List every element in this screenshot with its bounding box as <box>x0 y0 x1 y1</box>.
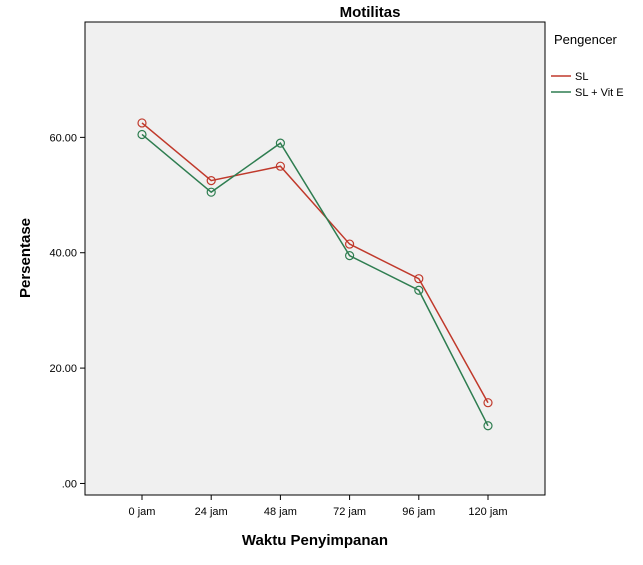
x-axis-label: Waktu Penyimpanan <box>242 532 388 549</box>
y-tick-label: 40.00 <box>49 248 77 260</box>
data-point <box>345 239 355 249</box>
y-axis: .00 20.00 40.00 60.00 <box>49 132 85 490</box>
y-tick-label: 60.00 <box>49 132 77 144</box>
y-axis-label: Persentase <box>17 218 34 298</box>
series-layer <box>137 118 493 431</box>
data-point <box>137 129 147 140</box>
data-point <box>137 118 147 128</box>
plot-area <box>84 21 546 496</box>
x-tick-label: 72 jam <box>333 506 366 518</box>
data-point <box>275 161 285 171</box>
x-tick-label: 96 jam <box>402 506 435 518</box>
y-tick-label: 20.00 <box>49 363 77 375</box>
y-tick-label: .00 <box>62 478 77 490</box>
x-tick-label: 0 jam <box>129 506 156 518</box>
x-axis: 0 jam 24 jam 48 jam 72 jam 96 jam 120 jam <box>129 495 508 518</box>
data-point <box>206 176 216 186</box>
chart-title: Motilitas <box>340 4 401 21</box>
series-line-0 <box>141 122 489 404</box>
legend-title: Pengencer <box>554 32 618 47</box>
data-point <box>275 138 285 148</box>
legend-label: SL <box>575 71 588 83</box>
legend: Pengencer SL SL + Vit E <box>551 32 624 99</box>
data-point <box>414 274 424 284</box>
legend-label: SL + Vit E <box>575 87 624 99</box>
data-point <box>206 187 216 197</box>
x-tick-label: 120 jam <box>468 506 507 518</box>
series-line-1 <box>141 133 489 427</box>
data-point <box>483 421 493 431</box>
data-point <box>414 285 424 295</box>
data-point <box>345 251 355 261</box>
data-point <box>483 398 493 408</box>
x-tick-label: 24 jam <box>195 506 228 518</box>
x-tick-label: 48 jam <box>264 506 297 518</box>
